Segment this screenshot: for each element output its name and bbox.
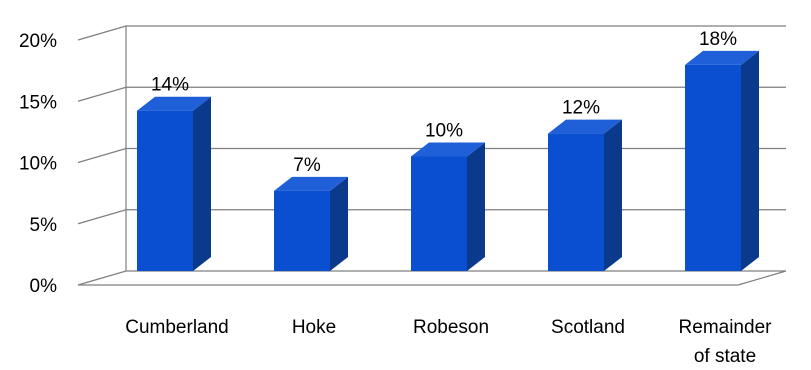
bar	[685, 64, 741, 272]
x-category-label: Hoke	[292, 317, 336, 338]
gridline	[77, 25, 786, 41]
data-label: 14%	[151, 75, 189, 96]
bar-side	[604, 119, 622, 271]
bar	[548, 133, 604, 271]
x-category-label: Remainder of state	[679, 317, 773, 367]
gridline	[77, 270, 787, 286]
bar-side	[330, 176, 348, 271]
bar-side	[741, 50, 759, 272]
grid-layer	[77, 25, 787, 286]
bar	[411, 156, 467, 271]
bar-top	[548, 119, 622, 134]
x-category-label: Scotland	[551, 317, 625, 338]
data-label: 12%	[562, 98, 600, 119]
bar-top	[411, 142, 485, 157]
x-axis-category-labels: Cumberland Hoke Robeson Scotland Remainder of…	[125, 317, 772, 367]
bar-side	[467, 142, 485, 271]
data-label: 7%	[293, 155, 321, 176]
bar-side	[193, 96, 211, 271]
x-category-label: Cumberland	[125, 317, 229, 338]
bar	[137, 110, 193, 271]
y-tick-label: 5%	[30, 215, 58, 236]
y-axis-tick-labels: 0% 5% 10% 15% 20%	[19, 31, 57, 297]
bar-top	[137, 96, 211, 111]
y-tick-label: 10%	[19, 154, 57, 175]
data-label: 10%	[425, 121, 463, 142]
y-tick-label: 15%	[19, 92, 57, 113]
data-label: 18%	[699, 29, 737, 50]
y-tick-label: 20%	[19, 31, 57, 52]
x-category-label: Robeson	[413, 317, 489, 338]
y-tick-label: 0%	[30, 276, 58, 297]
bar-top	[685, 50, 759, 65]
bar	[274, 190, 330, 271]
data-label-layer: 14% 7% 10% 12% 18%	[151, 29, 737, 176]
bar-layer	[137, 50, 759, 272]
bar-top	[274, 176, 348, 191]
